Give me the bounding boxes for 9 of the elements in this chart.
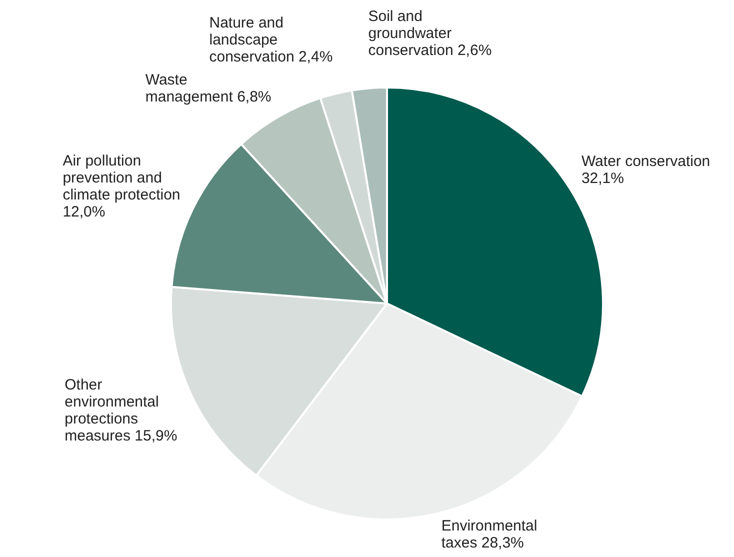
data-label: 12,0%	[62, 203, 106, 220]
slice-label: Soil and groundwater conservation 2,6%	[368, 8, 492, 59]
slice-label: Other environmental protections measures 15,9%	[64, 376, 178, 444]
slice-label: Air pollution prevention and climate protection	[62, 152, 180, 204]
slice-label: Water conservation	[581, 153, 710, 170]
data-label: 32,1%	[581, 170, 624, 188]
slice-label: Nature and landscape conservation 2,4%	[209, 14, 333, 66]
slice-label: Environmental taxes 28,3%	[441, 518, 538, 552]
slice-label: Waste management 6,8%	[145, 72, 272, 106]
